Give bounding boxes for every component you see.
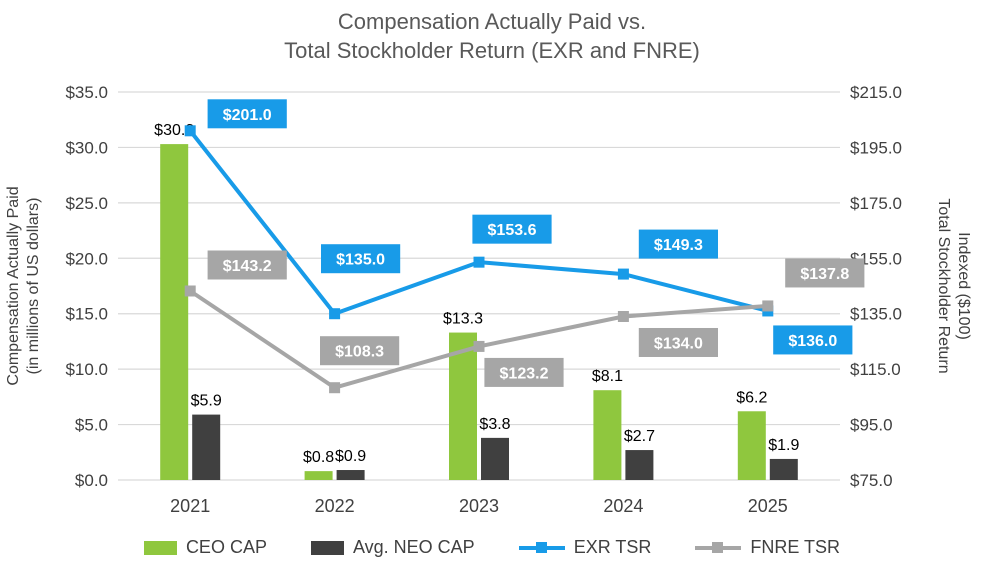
point-label-fnre-tsr: $137.8 (800, 266, 849, 283)
marker-fnre-tsr (762, 300, 774, 312)
right-axis-tick: $95.0 (850, 416, 893, 435)
chart-title-line2: Total Stockholder Return (EXR and FNRE) (284, 38, 700, 64)
bar-ceo-cap (160, 144, 189, 481)
legend-swatch-exr-tsr (518, 541, 565, 554)
right-axis-tick: $215.0 (850, 83, 902, 102)
left-axis-tick: $10.0 (65, 360, 108, 379)
legend-swatch-avg-neo-cap (310, 540, 344, 555)
left-axis-tick: $30.0 (65, 138, 108, 157)
legend-item-exr-tsr: EXR TSR (518, 537, 652, 558)
point-label-exr-tsr: $201.0 (223, 107, 272, 124)
legend: CEO CAP Avg. NEO CAP EXR TSR FNRE TSR (0, 524, 984, 571)
point-label-exr-tsr: $153.6 (488, 222, 537, 239)
chart-title: Compensation Actually Paid vs. Total Sto… (0, 0, 984, 66)
bar-value-label: $0.8 (303, 449, 334, 466)
legend-item-avg-neo-cap: Avg. NEO CAP (310, 537, 475, 558)
bar-ceo-cap (304, 471, 333, 480)
legend-item-fnre-tsr: FNRE TSR (695, 537, 840, 558)
point-label-exr-tsr: $136.0 (788, 333, 837, 350)
legend-swatch-ceo-cap (143, 540, 177, 555)
right-axis-tick: $195.0 (850, 138, 902, 157)
marker-fnre-tsr (184, 285, 196, 297)
bar-ceo-cap (449, 332, 477, 480)
bar-value-label: $30.3 (154, 122, 194, 139)
bar-avg-neo-cap (625, 450, 654, 480)
right-axis-title-line2: Indexed ($100) (955, 232, 972, 340)
bar-value-label: $6.2 (736, 389, 767, 406)
legend-label-ceo-cap: CEO CAP (185, 537, 267, 557)
point-label-fnre-tsr: $143.2 (223, 258, 272, 275)
x-axis-label: 2022 (315, 496, 355, 516)
left-axis-tick: $25.0 (65, 194, 108, 213)
chart-title-line1: Compensation Actually Paid vs. (337, 9, 647, 34)
point-label-box-exr-tsr (321, 244, 401, 274)
bar-value-label: $2.7 (624, 428, 655, 445)
marker-exr-tsr (617, 268, 629, 280)
point-label-exr-tsr: $149.3 (654, 237, 703, 254)
point-label-box-exr-tsr (472, 214, 552, 244)
point-label-fnre-tsr: $108.3 (335, 344, 384, 361)
x-axis-label: 2024 (603, 496, 643, 516)
right-axis-tick: $75.0 (850, 471, 893, 490)
bar-value-label: $1.9 (768, 437, 799, 454)
point-label-box-exr-tsr (207, 99, 287, 129)
marker-exr-tsr (329, 308, 341, 320)
point-label-box-exr-tsr (773, 325, 853, 355)
bar-value-label: $8.1 (592, 368, 623, 385)
left-axis-tick: $0.0 (75, 471, 108, 490)
point-label-box-exr-tsr (638, 229, 718, 259)
chart-area: $0.0 $75.0 $5.0 $95.0 $10.0 $115.0 $15.0 $135.0… (0, 66, 984, 524)
bar-value-label: $3.8 (479, 416, 510, 433)
bar-value-label: $5.9 (191, 393, 222, 410)
legend-label-avg-neo-cap: Avg. NEO CAP (352, 537, 475, 557)
point-label-box-fnre-tsr (207, 250, 287, 280)
point-label-fnre-tsr: $123.2 (500, 365, 549, 382)
marker-exr-tsr (184, 125, 196, 137)
point-label-box-fnre-tsr (638, 327, 718, 357)
x-axis-label: 2021 (170, 496, 210, 516)
marker-fnre-tsr (473, 340, 485, 352)
bar-avg-neo-cap (769, 458, 798, 480)
left-axis-tick: $35.0 (65, 83, 108, 102)
marker-fnre-tsr (617, 310, 629, 322)
right-axis-tick: $175.0 (850, 194, 902, 213)
right-axis-tick: $115.0 (850, 360, 901, 379)
point-label-box-fnre-tsr (785, 258, 865, 288)
left-axis-title-line2: (in millions of US dollars) (25, 198, 42, 375)
bar-ceo-cap (593, 390, 622, 480)
point-label-box-fnre-tsr (484, 357, 564, 387)
bar-ceo-cap (737, 411, 766, 480)
legend-label-fnre-tsr: FNRE TSR (750, 537, 841, 557)
legend-label-exr-tsr: EXR TSR (573, 537, 652, 557)
left-axis-tick: $20.0 (65, 249, 108, 268)
left-axis-tick: $5.0 (75, 416, 108, 435)
x-axis-label: 2023 (459, 496, 499, 516)
point-label-box-fnre-tsr (320, 336, 400, 366)
x-axis-label: 2025 (748, 496, 788, 516)
marker-fnre-tsr (329, 382, 341, 394)
left-axis-tick: $15.0 (65, 305, 108, 324)
bar-avg-neo-cap (336, 470, 365, 480)
bar-avg-neo-cap (481, 437, 509, 480)
legend-item-ceo-cap: CEO CAP (143, 537, 267, 558)
chart: $0.0 $75.0 $5.0 $95.0 $10.0 $115.0 $15.0 $135.0… (5, 83, 972, 516)
point-label-exr-tsr: $135.0 (336, 252, 385, 269)
left-axis-title-line1: Compensation Actually Paid (5, 186, 22, 385)
right-axis-title-line1: Total Stockholder Return (935, 198, 952, 373)
marker-exr-tsr (473, 256, 485, 268)
bar-avg-neo-cap (192, 414, 221, 480)
bar-value-label: $13.3 (443, 311, 483, 328)
point-label-fnre-tsr: $134.0 (654, 335, 703, 352)
right-axis-tick: $135.0 (850, 305, 902, 324)
bar-value-label: $0.9 (335, 448, 366, 465)
legend-swatch-fnre-tsr (695, 541, 742, 554)
